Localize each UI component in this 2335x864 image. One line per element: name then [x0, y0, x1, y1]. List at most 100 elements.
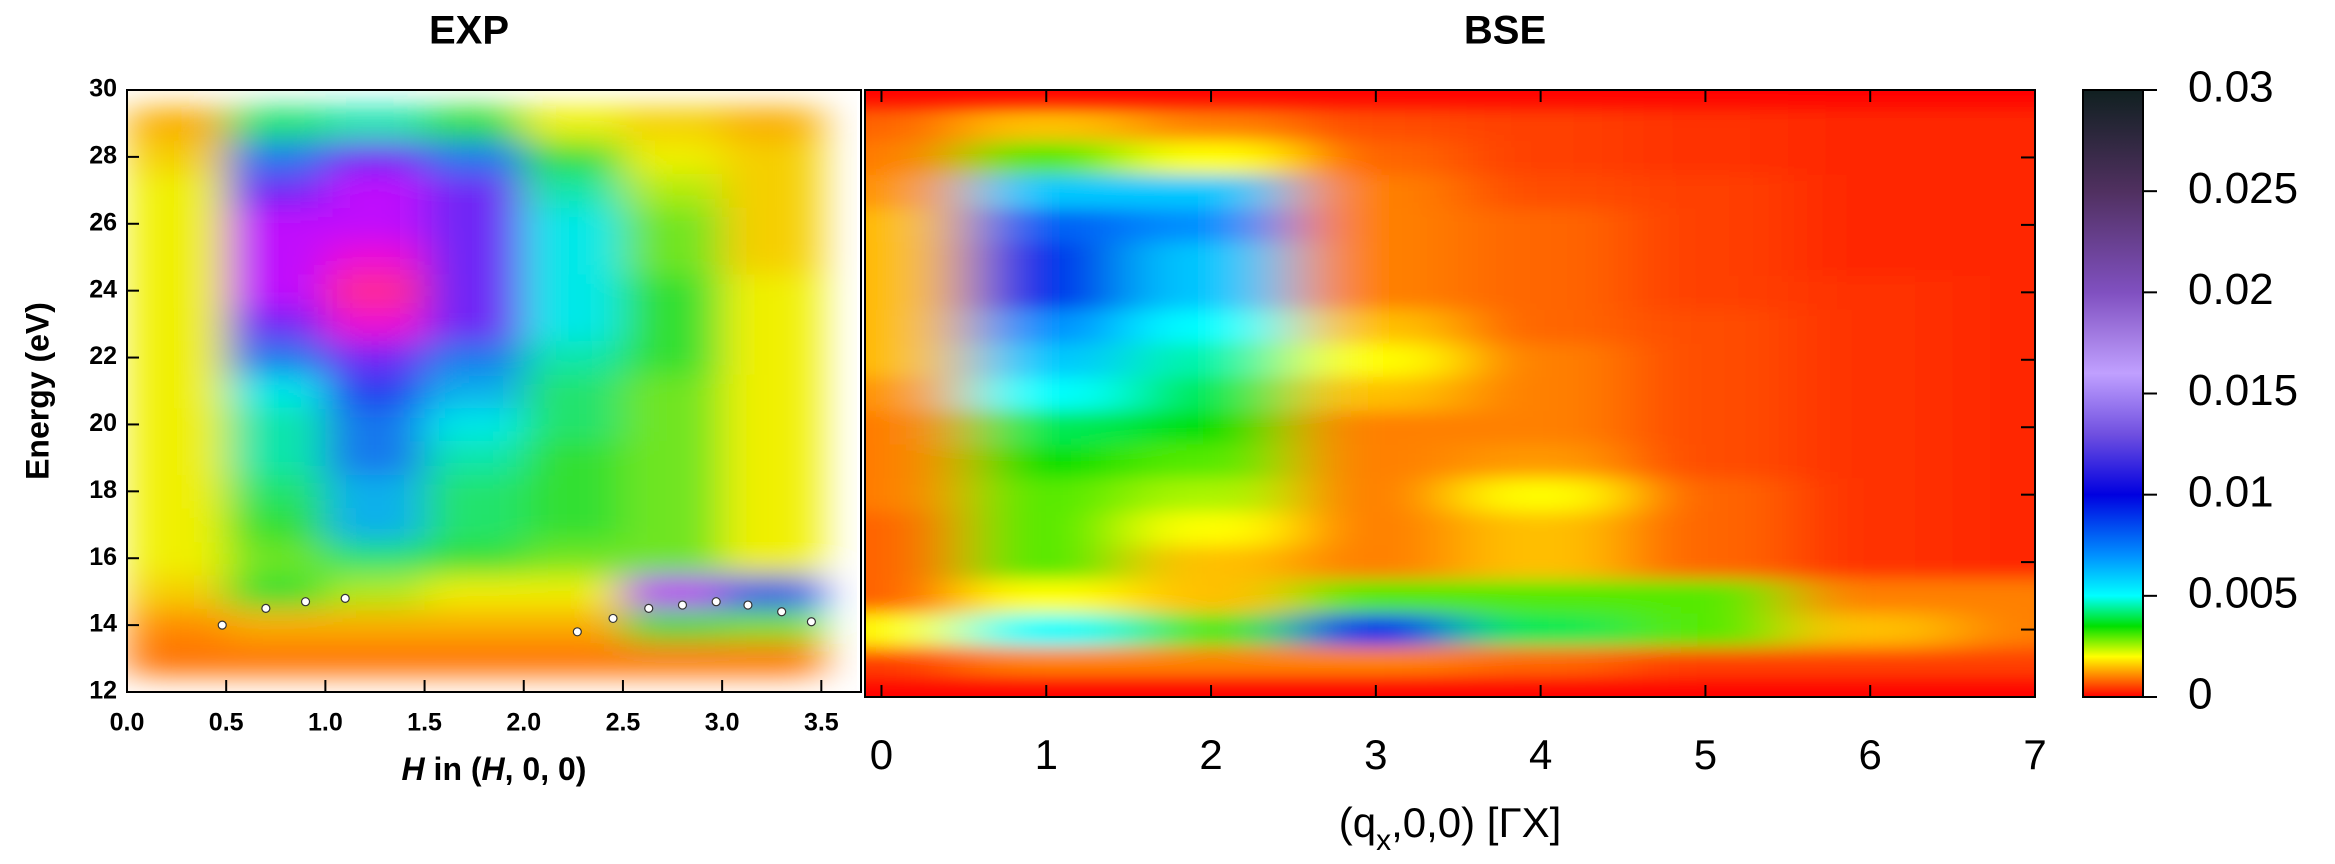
- heatmap-cell: [799, 208, 964, 242]
- heatmap-cell: [425, 542, 525, 576]
- heatmap-cell: [1293, 545, 1458, 579]
- heatmap-cell: [722, 508, 822, 542]
- x-tick-label: 0.0: [110, 709, 145, 737]
- heatmap-cell: [1458, 410, 1623, 444]
- heatmap-cell: [1788, 478, 1953, 512]
- heatmap-cell: [524, 642, 624, 676]
- heatmap-cell: [623, 408, 723, 442]
- x-axis-label-part: in (: [425, 751, 482, 787]
- heatmap-cell: [722, 441, 822, 475]
- heatmap-cell: [226, 408, 326, 442]
- heatmap-cell: [1788, 275, 1953, 309]
- data-point: [573, 628, 581, 636]
- heatmap-cell: [1293, 275, 1458, 309]
- x-tick-label: 2.5: [606, 709, 641, 737]
- heatmap-cell: [623, 174, 723, 208]
- x-tick-label: 1: [1035, 731, 1058, 778]
- x-tick-label: 0.5: [209, 709, 244, 737]
- heatmap-cell: [127, 274, 227, 308]
- heatmap-cell: [722, 107, 822, 141]
- heatmap-cell: [623, 642, 723, 676]
- heatmap-cell: [1458, 579, 1623, 613]
- heatmap-cell: [964, 545, 1129, 579]
- heatmap-cell: [1788, 208, 1953, 242]
- heatmap-cell: [1788, 107, 1953, 141]
- heatmap-cell: [722, 274, 822, 308]
- heatmap-cell: [425, 575, 525, 609]
- heatmap-cell: [325, 608, 425, 642]
- heatmap-cell: [1129, 613, 1294, 647]
- x-axis-label-part: x: [1376, 824, 1391, 857]
- heatmap-cell: [524, 341, 624, 375]
- heatmap-cell: [1129, 242, 1294, 276]
- heatmap-cell: [325, 575, 425, 609]
- heatmap-cell: [1623, 410, 1788, 444]
- heatmap-cell: [722, 408, 822, 442]
- x-tick-label: 3.0: [705, 709, 740, 737]
- heatmap-cell: [226, 575, 326, 609]
- x-axis-label-part: H: [482, 751, 506, 787]
- heatmap-cell: [325, 642, 425, 676]
- heatmap-cell: [524, 274, 624, 308]
- data-point: [678, 601, 686, 609]
- heatmap-cell: [325, 241, 425, 275]
- heatmap-cell: [425, 207, 525, 241]
- y-tick-label: 12: [89, 677, 117, 705]
- y-tick-label: 16: [89, 543, 117, 571]
- heatmap-cell: [425, 174, 525, 208]
- data-point: [712, 598, 720, 606]
- heatmap-cell: [799, 343, 964, 377]
- heatmap-cell: [1788, 613, 1953, 647]
- heatmap-cell: [1293, 410, 1458, 444]
- heatmap-cell: [1623, 107, 1788, 141]
- heatmap-cell: [1458, 275, 1623, 309]
- heatmap-cell: [425, 307, 525, 341]
- heatmap-cell: [964, 377, 1129, 411]
- heatmap-cell: [1458, 208, 1623, 242]
- heatmap-cell: [1788, 646, 1953, 680]
- heatmap-cell: [722, 374, 822, 408]
- heatmap-cell: [1623, 613, 1788, 647]
- heatmap-cell: [1129, 579, 1294, 613]
- heatmap-cell: [1788, 377, 1953, 411]
- colorbar-tick-label: 0: [2188, 670, 2212, 719]
- data-point: [807, 618, 815, 626]
- y-tick-label: 28: [89, 141, 117, 169]
- heatmap-cell: [1458, 478, 1623, 512]
- heatmap-cell: [524, 207, 624, 241]
- heatmap-cell: [623, 241, 723, 275]
- x-tick-label: 2.0: [506, 709, 541, 737]
- data-point: [341, 594, 349, 602]
- heatmap-cell: [722, 140, 822, 174]
- heatmap-cell: [226, 508, 326, 542]
- heatmap-cell: [127, 207, 227, 241]
- data-point: [262, 604, 270, 612]
- heatmap-cell: [1623, 242, 1788, 276]
- heatmap-cell: [1458, 512, 1623, 546]
- data-point: [609, 614, 617, 622]
- heatmap-cell: [1129, 545, 1294, 579]
- heatmap-cell: [623, 475, 723, 509]
- plot-area: [799, 90, 2118, 697]
- heatmap-cell: [127, 475, 227, 509]
- heatmap-cell: [1623, 377, 1788, 411]
- heatmap-cell: [127, 307, 227, 341]
- heatmap-cell: [1623, 512, 1788, 546]
- heatmap-cell: [1623, 275, 1788, 309]
- heatmap-cell: [964, 107, 1129, 141]
- y-axis-label: Energy (eV): [19, 302, 55, 480]
- heatmap-cell: [722, 542, 822, 576]
- heatmap-cell: [964, 410, 1129, 444]
- colorbar: [2083, 90, 2143, 697]
- heatmap-cell: [1458, 343, 1623, 377]
- heatmap-cell: [1788, 444, 1953, 478]
- heatmap-cell: [524, 542, 624, 576]
- heatmap-cell: [325, 341, 425, 375]
- heatmap-cell: [1788, 512, 1953, 546]
- heatmap-cell: [127, 341, 227, 375]
- heatmap-cell: [1293, 579, 1458, 613]
- heatmap-cell: [127, 642, 227, 676]
- heatmap-cell: [1788, 343, 1953, 377]
- heatmap-cell: [325, 508, 425, 542]
- heatmap-cell: [524, 508, 624, 542]
